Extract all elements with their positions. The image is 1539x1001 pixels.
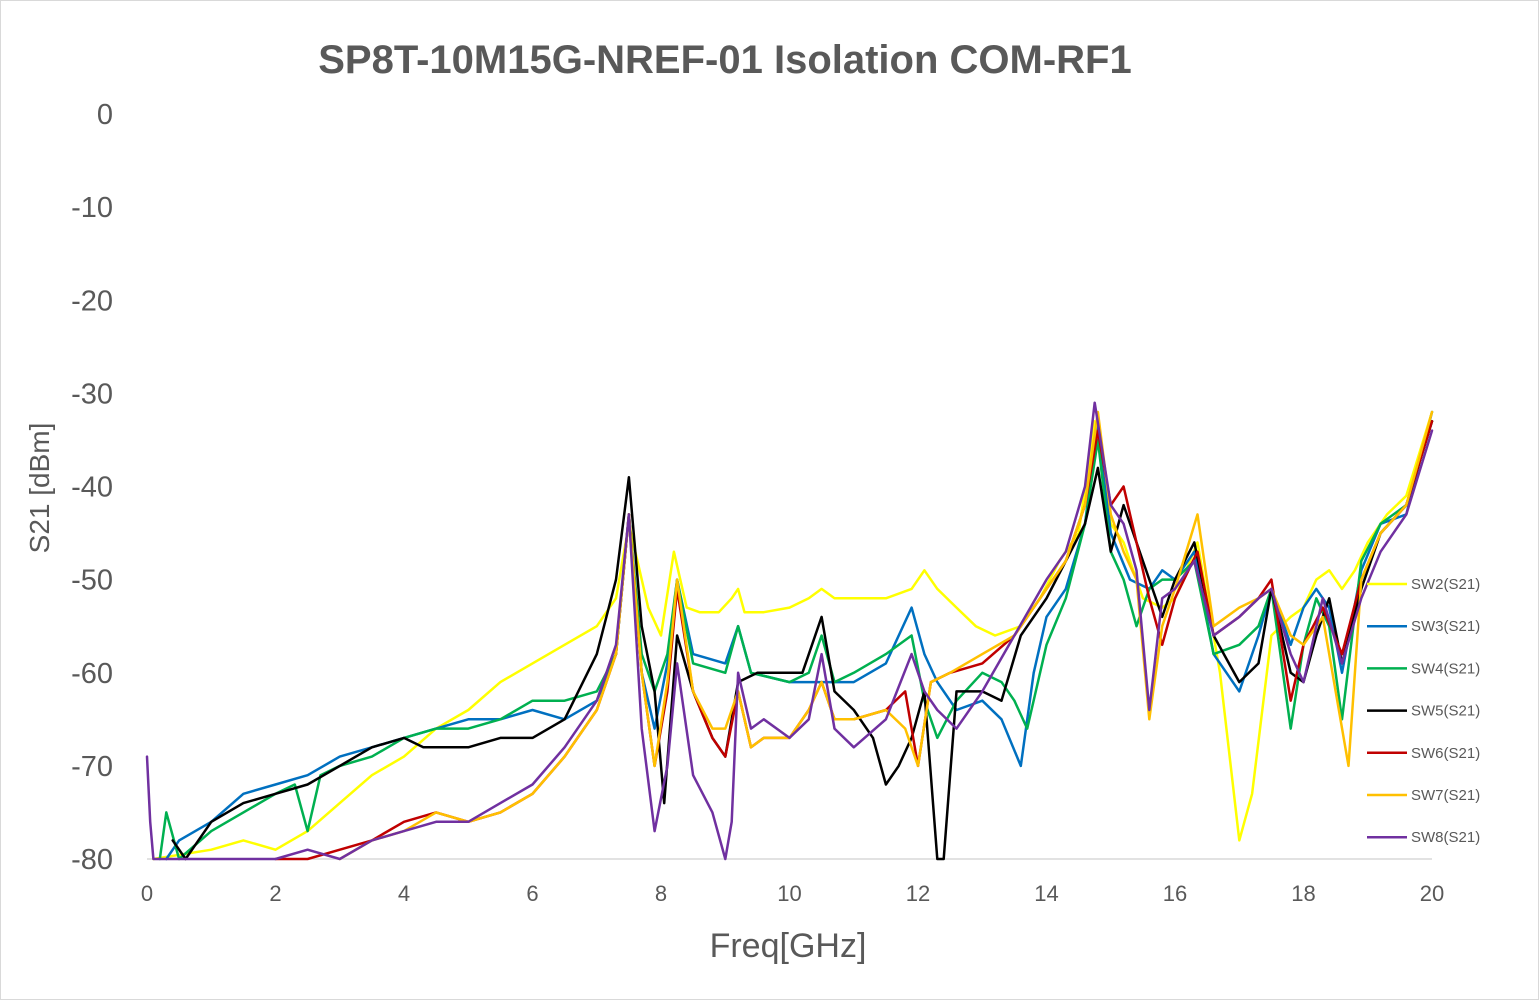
y-tick-label: -10 xyxy=(71,192,113,224)
series-line-sw4-s21 xyxy=(158,420,1434,861)
y-tick-label: -80 xyxy=(71,844,113,876)
series-line-sw8-s21 xyxy=(145,401,1434,861)
x-tick-label: 6 xyxy=(526,881,538,906)
series-line-sw3-s21 xyxy=(165,410,1434,861)
series-line-sw6-s21 xyxy=(274,420,1434,861)
legend-label: SW6(S21) xyxy=(1411,745,1480,762)
legend-label: SW7(S21) xyxy=(1411,787,1480,804)
series-line-sw7-s21 xyxy=(338,410,1434,861)
x-tick-label: 16 xyxy=(1163,881,1187,906)
x-tick-label: 18 xyxy=(1291,881,1315,906)
x-tick-label: 0 xyxy=(141,881,153,906)
legend-label: SW2(S21) xyxy=(1411,576,1480,593)
series-line-sw5-s21 xyxy=(171,420,1434,861)
legend-label: SW5(S21) xyxy=(1411,703,1480,720)
y-tick-label: -40 xyxy=(71,472,113,504)
x-tick-label: 10 xyxy=(777,881,801,906)
x-tick-label: 4 xyxy=(398,881,410,906)
x-axis-title: Freq[GHz] xyxy=(710,927,867,965)
x-tick-label: 12 xyxy=(906,881,930,906)
legend: SW2(S21) SW3(S21) SW4(S21) SW5(S21) SW6(S21)… xyxy=(1367,576,1480,846)
legend-label: SW4(S21) xyxy=(1411,660,1480,677)
y-tick-label: 0 xyxy=(97,99,113,131)
legend-label: SW8(S21) xyxy=(1411,829,1480,846)
y-tick-label: -20 xyxy=(71,285,113,317)
y-axis-ticks: 0 -10 -20 -30 -40 -50 -60 -70 -80 xyxy=(71,99,113,876)
y-tick-label: -30 xyxy=(71,378,113,410)
y-tick-label: -70 xyxy=(71,751,113,783)
x-tick-label: 8 xyxy=(655,881,667,906)
y-axis-title: S21 [dBm] xyxy=(24,423,55,554)
x-tick-label: 20 xyxy=(1420,881,1444,906)
x-tick-label: 14 xyxy=(1034,881,1058,906)
legend-label: SW3(S21) xyxy=(1411,618,1480,635)
x-axis-ticks: 0 2 4 6 8 10 12 14 16 18 20 xyxy=(141,881,1444,906)
series-line-sw2-s21 xyxy=(152,410,1434,861)
y-tick-label: -60 xyxy=(71,658,113,690)
chart-title: SP8T-10M15G-NREF-01 Isolation COM-RF1 xyxy=(318,38,1131,82)
x-tick-label: 2 xyxy=(269,881,281,906)
y-tick-label: -50 xyxy=(71,565,113,597)
series-layer xyxy=(145,401,1434,861)
